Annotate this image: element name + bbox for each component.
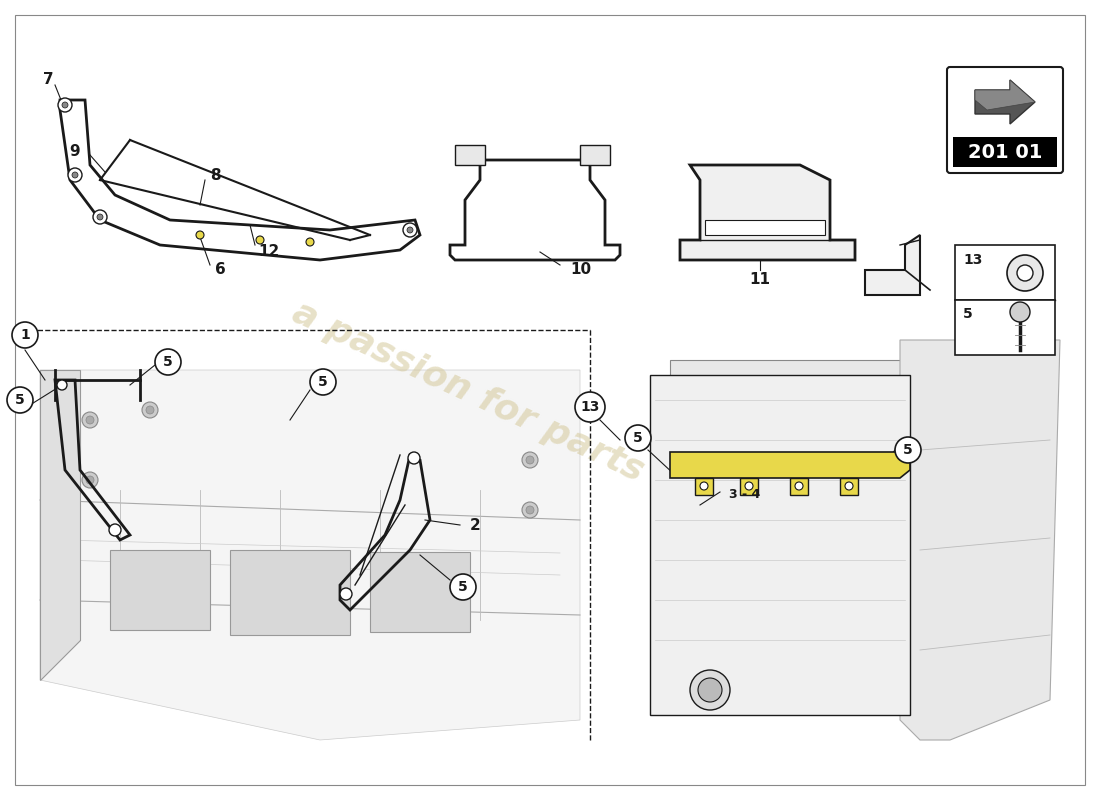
Polygon shape	[975, 80, 1035, 124]
Polygon shape	[900, 340, 1060, 740]
Text: 5: 5	[318, 375, 328, 389]
Bar	[953, 137, 1057, 167]
Text: 6: 6	[214, 262, 225, 278]
Text: 8: 8	[210, 167, 221, 182]
Text: 10: 10	[570, 262, 591, 278]
Circle shape	[795, 482, 803, 490]
Polygon shape	[680, 165, 855, 260]
Circle shape	[196, 231, 204, 239]
Circle shape	[146, 406, 154, 414]
Bar	[650, 375, 910, 715]
Polygon shape	[975, 80, 1035, 110]
Circle shape	[94, 210, 107, 224]
Circle shape	[522, 502, 538, 518]
Bar	[740, 478, 758, 495]
Circle shape	[12, 322, 39, 348]
Bar	[110, 550, 210, 630]
Circle shape	[340, 588, 352, 600]
Text: a passion for parts systems: a passion for parts systems	[287, 295, 813, 565]
Circle shape	[97, 214, 103, 220]
Text: 3 - 4: 3 - 4	[729, 489, 760, 502]
Circle shape	[62, 102, 68, 108]
Text: 201 01: 201 01	[968, 142, 1042, 162]
Circle shape	[86, 416, 94, 424]
Polygon shape	[40, 370, 580, 740]
Text: 2: 2	[470, 518, 481, 533]
Circle shape	[526, 456, 534, 464]
FancyBboxPatch shape	[947, 67, 1063, 173]
Bar	[705, 220, 825, 235]
Text: 5: 5	[903, 443, 913, 457]
Circle shape	[700, 482, 708, 490]
Circle shape	[1006, 255, 1043, 291]
Text: 5: 5	[15, 393, 25, 407]
Circle shape	[625, 425, 651, 451]
Circle shape	[408, 452, 420, 464]
Circle shape	[698, 678, 722, 702]
Bar	[370, 552, 470, 632]
Circle shape	[1018, 265, 1033, 281]
FancyBboxPatch shape	[955, 300, 1055, 355]
Circle shape	[256, 236, 264, 244]
Bar	[840, 478, 858, 495]
Circle shape	[155, 349, 182, 375]
Circle shape	[72, 172, 78, 178]
Bar	[230, 550, 350, 635]
Text: 5: 5	[962, 307, 972, 321]
Polygon shape	[40, 370, 80, 680]
Text: 5: 5	[458, 580, 468, 594]
Circle shape	[690, 670, 730, 710]
Text: 12: 12	[258, 245, 279, 259]
Text: 5: 5	[634, 431, 642, 445]
Text: 7: 7	[43, 73, 53, 87]
Circle shape	[306, 238, 313, 246]
Circle shape	[310, 369, 336, 395]
Circle shape	[575, 392, 605, 422]
Circle shape	[109, 524, 121, 536]
Circle shape	[522, 452, 538, 468]
Circle shape	[407, 227, 412, 233]
Polygon shape	[670, 452, 910, 478]
Circle shape	[7, 387, 33, 413]
Text: 13: 13	[581, 400, 600, 414]
Text: 11: 11	[749, 273, 770, 287]
Circle shape	[57, 380, 67, 390]
Bar	[580, 145, 611, 165]
Text: 5: 5	[163, 355, 173, 369]
Bar	[790, 478, 808, 495]
Circle shape	[68, 168, 82, 182]
Bar	[695, 478, 713, 495]
Polygon shape	[865, 235, 920, 295]
Circle shape	[450, 574, 476, 600]
Circle shape	[82, 472, 98, 488]
Text: 9: 9	[69, 145, 80, 159]
Circle shape	[58, 98, 72, 112]
Circle shape	[526, 506, 534, 514]
Circle shape	[745, 482, 754, 490]
Circle shape	[895, 437, 921, 463]
Bar	[455, 145, 485, 165]
Circle shape	[1010, 302, 1030, 322]
Circle shape	[403, 223, 417, 237]
Text: 13: 13	[962, 253, 982, 267]
FancyBboxPatch shape	[955, 245, 1055, 300]
Circle shape	[86, 476, 94, 484]
Circle shape	[845, 482, 853, 490]
Bar	[670, 360, 930, 700]
Circle shape	[82, 412, 98, 428]
Circle shape	[142, 402, 158, 418]
Text: 1: 1	[20, 328, 30, 342]
